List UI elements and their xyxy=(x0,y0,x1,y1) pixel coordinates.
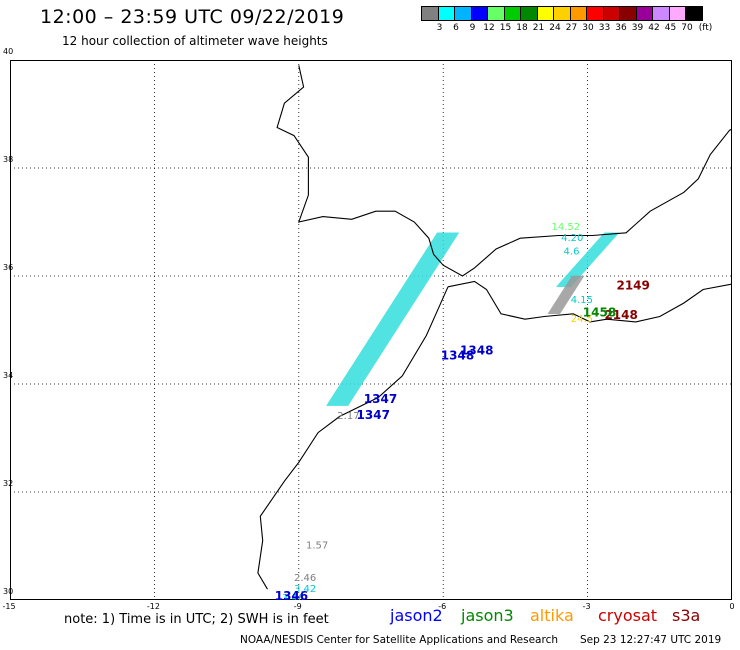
legend-unit: (ft) xyxy=(698,23,713,33)
legend-swatch xyxy=(553,6,571,21)
pass-number-label: 2148 xyxy=(604,308,637,322)
legend-label: 70 xyxy=(681,23,693,33)
legend-swatch xyxy=(536,6,554,21)
legend-label: 42 xyxy=(648,23,660,33)
lon-tick-label: -6 xyxy=(438,602,447,611)
lon-tick-label: -9 xyxy=(293,602,302,611)
mission-jason3: jason3 xyxy=(461,606,514,625)
map-area: 14.52 4.20 4.6 4.15 2.17 1.57 2.46 3.42 3.46 24.5… xyxy=(3,47,735,611)
legend-label: 33 xyxy=(598,23,611,33)
footer-note: note: 1) Time is in UTC; 2) SWH is in fe… xyxy=(64,612,329,627)
coastline xyxy=(257,286,449,590)
legend-label: 36 xyxy=(615,23,627,33)
wave-height-label: 3.42 xyxy=(294,584,316,595)
lat-tick-label: 40 xyxy=(3,47,14,56)
coastline xyxy=(447,280,732,323)
legend-swatch xyxy=(635,6,653,21)
footer-timestamp: Sep 23 12:27:47 UTC 2019 xyxy=(580,634,722,646)
legend-swatch xyxy=(503,6,521,21)
wave-height-label: 1.57 xyxy=(306,541,328,552)
wave-height-label: 2.17 xyxy=(337,411,359,422)
lat-tick-label: 34 xyxy=(3,371,14,380)
legend-swatch xyxy=(421,6,439,21)
lon-tick-label: 0 xyxy=(729,602,735,611)
coastline xyxy=(276,65,732,277)
legend-swatch xyxy=(487,6,505,21)
pass-number-label: 1347 xyxy=(364,392,397,406)
lon-tick-label: -12 xyxy=(146,602,160,611)
mission-jason2: jason2 xyxy=(390,606,443,625)
pass-number-label: 1348 xyxy=(460,343,493,357)
pass-number-label: 1346 xyxy=(275,589,308,600)
legend-label: 27 xyxy=(565,23,578,33)
pass-number-label: 2149 xyxy=(616,279,649,293)
color-legend: 3 6 9 12 15 18 21 24 27 30 33 36 39 42 45 70 (ft) xyxy=(421,6,713,35)
wave-height-label: 4.20 xyxy=(561,233,583,244)
legend-label: 15 xyxy=(499,23,512,33)
lon-tick-label: -3 xyxy=(582,602,591,611)
lon-tick-label: -15 xyxy=(2,602,16,611)
legend-label: 12 xyxy=(483,23,495,33)
pass-number-label: 1458 xyxy=(583,306,616,320)
legend-label: 18 xyxy=(516,23,528,33)
legend-swatch xyxy=(685,6,703,21)
legend-label: 30 xyxy=(582,23,594,33)
map-canvas: 14.524.20 4.6 4.15 2.17 1.57 2.463.423.46 24.5… xyxy=(10,60,732,600)
lat-tick-label: 30 xyxy=(3,587,14,596)
lat-tick-label: 32 xyxy=(3,479,14,488)
legend-swatch xyxy=(520,6,538,21)
legend-labels: 3 6 9 12 15 18 21 24 27 30 33 36 39 42 45 70 (ft) xyxy=(421,21,713,35)
pass-number-label: 1347 xyxy=(357,408,390,422)
wave-height-label: 2.46 xyxy=(294,573,316,584)
wave-height-label: 24.5 xyxy=(571,314,593,325)
legend-label: 6 xyxy=(453,23,459,33)
pass-number-label: 1348 xyxy=(441,349,474,363)
wave-height-label: 3.46 xyxy=(282,593,304,600)
legend-swatch xyxy=(470,6,488,21)
mission-altika: altika xyxy=(530,606,574,625)
lat-tick-label: 38 xyxy=(3,155,14,164)
mission-cryosat: cryosat xyxy=(598,606,658,625)
altimeter-track xyxy=(326,232,460,406)
legend-swatch xyxy=(602,6,620,21)
mission-s3a: s3a xyxy=(672,606,701,625)
legend-swatch xyxy=(652,6,670,21)
legend-swatch xyxy=(454,6,472,21)
legend-label: 21 xyxy=(532,23,545,33)
legend-label: 9 xyxy=(469,23,476,33)
page-title: 12:00 – 23:59 UTC 09/22/2019 xyxy=(40,6,345,28)
legend-label: 24 xyxy=(549,23,561,33)
legend-swatch xyxy=(569,6,587,21)
altimeter-track xyxy=(547,275,585,315)
map-frame xyxy=(10,60,732,600)
legend-swatches xyxy=(421,6,703,21)
wave-height-label: 14.52 xyxy=(552,222,581,233)
wave-height-label: 4.6 xyxy=(564,246,580,257)
legend-swatch xyxy=(437,6,455,21)
legend-label: 39 xyxy=(631,23,644,33)
legend-swatch xyxy=(668,6,686,21)
legend-swatch xyxy=(586,6,604,21)
legend-swatch xyxy=(619,6,637,21)
lat-tick-label: 36 xyxy=(3,263,14,272)
legend-label: 45 xyxy=(664,23,677,33)
page-subtitle: 12 hour collection of altimeter wave hei… xyxy=(62,34,328,48)
wave-height-label: 4.15 xyxy=(571,295,593,306)
footer-credit: NOAA/NESDIS Center for Satellite Applica… xyxy=(240,634,558,646)
legend-label: 3 xyxy=(436,23,443,33)
